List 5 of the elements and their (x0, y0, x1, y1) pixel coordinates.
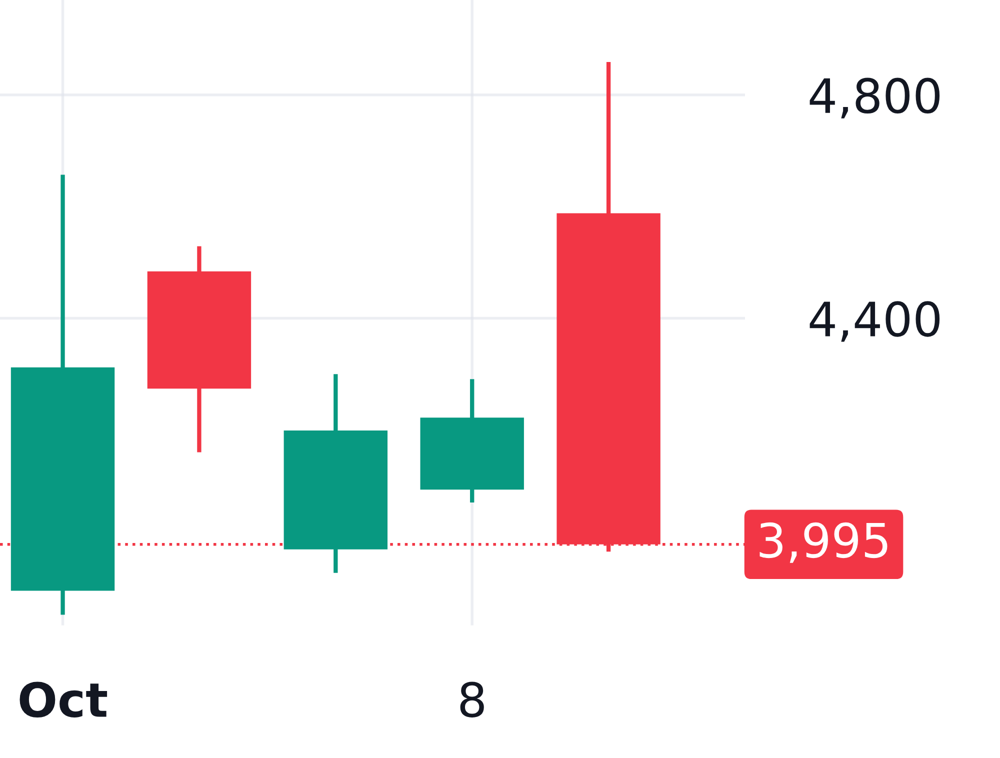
y-tick-label: 4,800 (810, 78, 940, 118)
x-tick-label: Oct (20, 682, 108, 718)
x-tick-label: 8 (460, 682, 484, 718)
y-tick-label: 4,400 (810, 301, 940, 342)
ref-line-label: 3,995 (760, 522, 888, 563)
